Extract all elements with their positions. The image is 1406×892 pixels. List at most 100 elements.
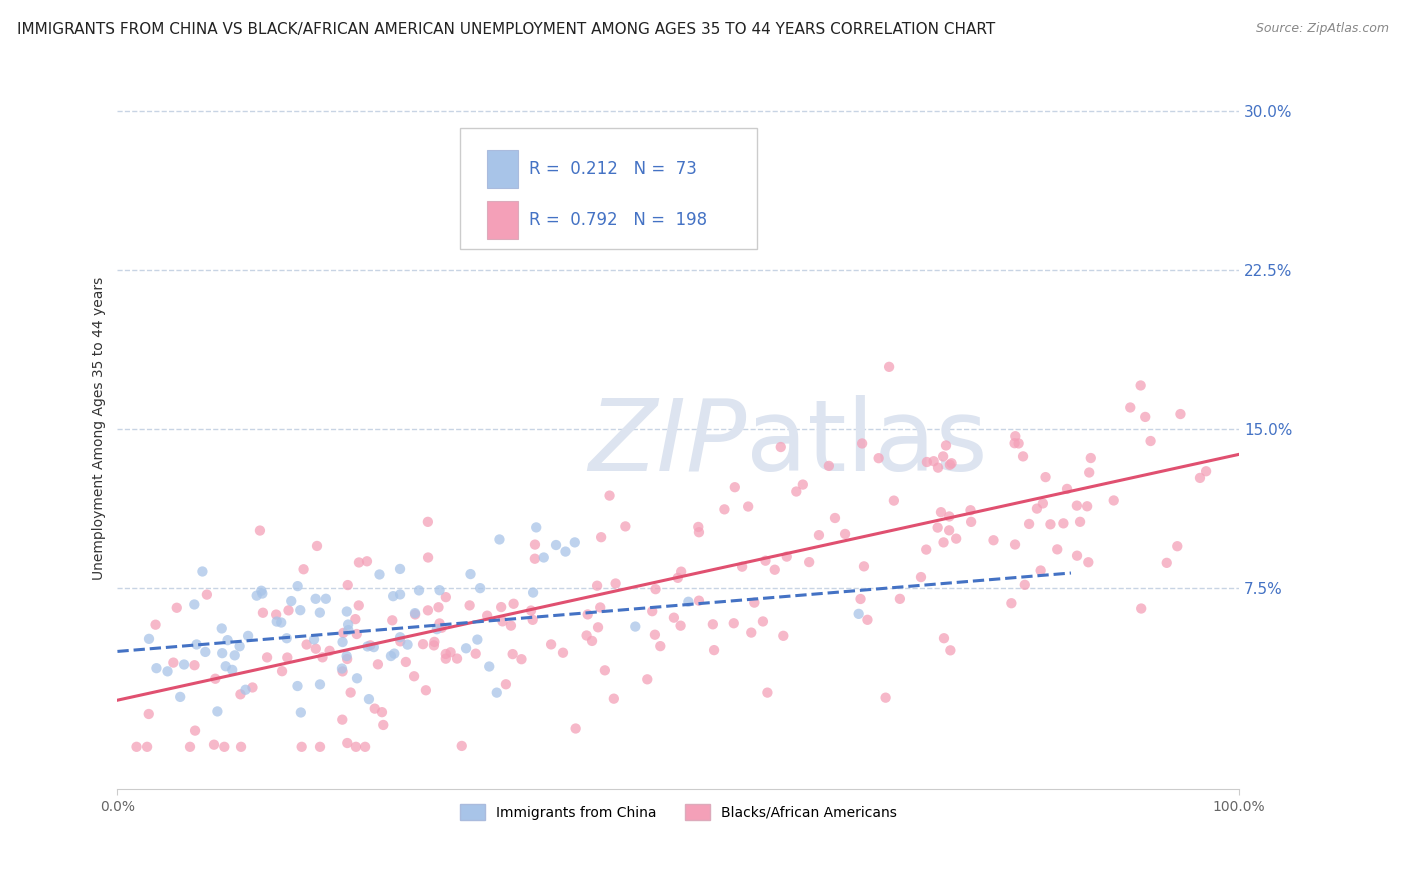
Point <box>576 607 599 622</box>
Point <box>434 647 457 661</box>
Point <box>184 723 207 738</box>
Point <box>666 571 689 585</box>
Point <box>848 607 870 621</box>
Point <box>404 669 426 683</box>
Point <box>315 591 337 606</box>
Point <box>799 555 821 569</box>
Point <box>586 579 609 593</box>
Point <box>731 559 754 574</box>
Point <box>381 613 404 627</box>
Point <box>1052 516 1074 531</box>
Point <box>186 637 208 651</box>
Point <box>156 665 179 679</box>
Point <box>434 590 457 604</box>
Point <box>395 655 418 669</box>
Point <box>125 739 148 754</box>
Point <box>669 565 692 579</box>
Point <box>772 629 794 643</box>
Point <box>856 613 879 627</box>
Point <box>276 632 298 646</box>
Text: Source: ZipAtlas.com: Source: ZipAtlas.com <box>1256 22 1389 36</box>
Point <box>644 582 666 597</box>
Point <box>688 593 710 607</box>
Point <box>915 455 938 469</box>
Point <box>499 618 522 632</box>
Point <box>603 691 626 706</box>
Point <box>404 607 426 622</box>
Point <box>522 613 544 627</box>
Point <box>932 450 955 464</box>
Point <box>703 643 725 657</box>
Point <box>236 629 259 643</box>
Point <box>1069 515 1091 529</box>
Point <box>460 567 482 582</box>
Point <box>1188 471 1211 485</box>
Point <box>280 594 302 608</box>
Point <box>544 538 567 552</box>
Point <box>851 436 873 450</box>
Point <box>138 706 160 721</box>
Point <box>371 705 394 719</box>
Point <box>467 632 489 647</box>
Point <box>1032 496 1054 510</box>
Point <box>889 591 911 606</box>
Point <box>336 652 359 666</box>
Point <box>202 738 225 752</box>
Point <box>915 542 938 557</box>
FancyBboxPatch shape <box>486 202 517 239</box>
Point <box>468 581 491 595</box>
Point <box>246 589 269 603</box>
Point <box>1004 436 1026 450</box>
Point <box>423 639 446 653</box>
Point <box>430 621 453 635</box>
Point <box>337 617 360 632</box>
Point <box>522 585 544 599</box>
Point <box>1119 401 1142 415</box>
Point <box>636 673 658 687</box>
Point <box>464 647 486 661</box>
Point <box>224 648 246 663</box>
Point <box>195 588 218 602</box>
Point <box>1135 409 1157 424</box>
Point <box>364 701 387 715</box>
Point <box>382 589 405 603</box>
Point <box>270 615 292 630</box>
Point <box>1029 564 1052 578</box>
Point <box>910 570 932 584</box>
Point <box>1066 499 1088 513</box>
Point <box>347 556 370 570</box>
Point <box>929 505 952 519</box>
Point <box>1018 516 1040 531</box>
Point <box>415 683 437 698</box>
Point <box>454 641 477 656</box>
Point <box>939 643 962 657</box>
Point <box>586 620 609 634</box>
Point <box>229 687 252 701</box>
Point <box>332 635 354 649</box>
Point <box>852 559 875 574</box>
Point <box>502 647 524 661</box>
Point <box>136 739 159 754</box>
Point <box>183 598 205 612</box>
Point <box>354 739 377 754</box>
Point <box>290 603 312 617</box>
Point <box>935 438 957 452</box>
Point <box>295 638 318 652</box>
Point <box>183 658 205 673</box>
Point <box>724 480 747 494</box>
Point <box>669 618 692 632</box>
Point <box>382 647 405 661</box>
Point <box>1046 542 1069 557</box>
Point <box>250 583 273 598</box>
FancyBboxPatch shape <box>460 128 756 249</box>
Point <box>426 622 449 636</box>
Point <box>489 600 512 615</box>
Point <box>1078 466 1101 480</box>
Point <box>624 619 647 633</box>
Point <box>662 610 685 624</box>
Point <box>754 554 776 568</box>
Point <box>605 576 627 591</box>
Point <box>169 690 191 704</box>
Point <box>599 489 621 503</box>
Point <box>429 616 451 631</box>
